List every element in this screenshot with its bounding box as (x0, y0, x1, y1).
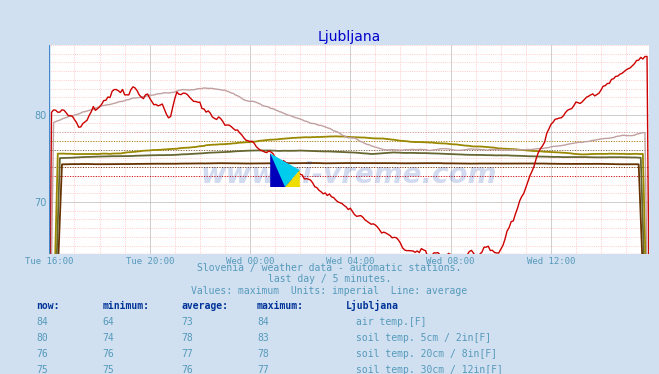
Text: now:: now: (36, 301, 60, 310)
Text: 73: 73 (181, 317, 193, 327)
Text: 77: 77 (181, 349, 193, 359)
Text: air temp.[F]: air temp.[F] (356, 317, 426, 327)
Text: 76: 76 (102, 349, 114, 359)
Text: minimum:: minimum: (102, 301, 149, 310)
Text: 77: 77 (257, 365, 269, 374)
Text: 76: 76 (36, 349, 48, 359)
Polygon shape (270, 153, 300, 187)
Text: 84: 84 (36, 317, 48, 327)
Text: 64: 64 (102, 317, 114, 327)
Text: 78: 78 (257, 349, 269, 359)
Text: 75: 75 (102, 365, 114, 374)
Text: 75: 75 (36, 365, 48, 374)
Text: maximum:: maximum: (257, 301, 304, 310)
Text: 76: 76 (181, 365, 193, 374)
Text: Ljubljana: Ljubljana (346, 300, 399, 310)
Text: soil temp. 30cm / 12in[F]: soil temp. 30cm / 12in[F] (356, 365, 503, 374)
Text: last day / 5 minutes.: last day / 5 minutes. (268, 275, 391, 284)
Text: 74: 74 (102, 333, 114, 343)
Text: 84: 84 (257, 317, 269, 327)
Text: 80: 80 (36, 333, 48, 343)
Text: 83: 83 (257, 333, 269, 343)
Text: Values: maximum  Units: imperial  Line: average: Values: maximum Units: imperial Line: av… (191, 286, 468, 295)
Text: soil temp. 5cm / 2in[F]: soil temp. 5cm / 2in[F] (356, 333, 491, 343)
Text: Slovenia / weather data - automatic stations.: Slovenia / weather data - automatic stat… (197, 263, 462, 273)
Text: average:: average: (181, 301, 228, 310)
Polygon shape (270, 153, 300, 187)
Text: soil temp. 20cm / 8in[F]: soil temp. 20cm / 8in[F] (356, 349, 497, 359)
Text: www.si-vreme.com: www.si-vreme.com (201, 161, 498, 189)
Polygon shape (285, 170, 300, 187)
Title: Ljubljana: Ljubljana (318, 30, 381, 44)
Text: 78: 78 (181, 333, 193, 343)
